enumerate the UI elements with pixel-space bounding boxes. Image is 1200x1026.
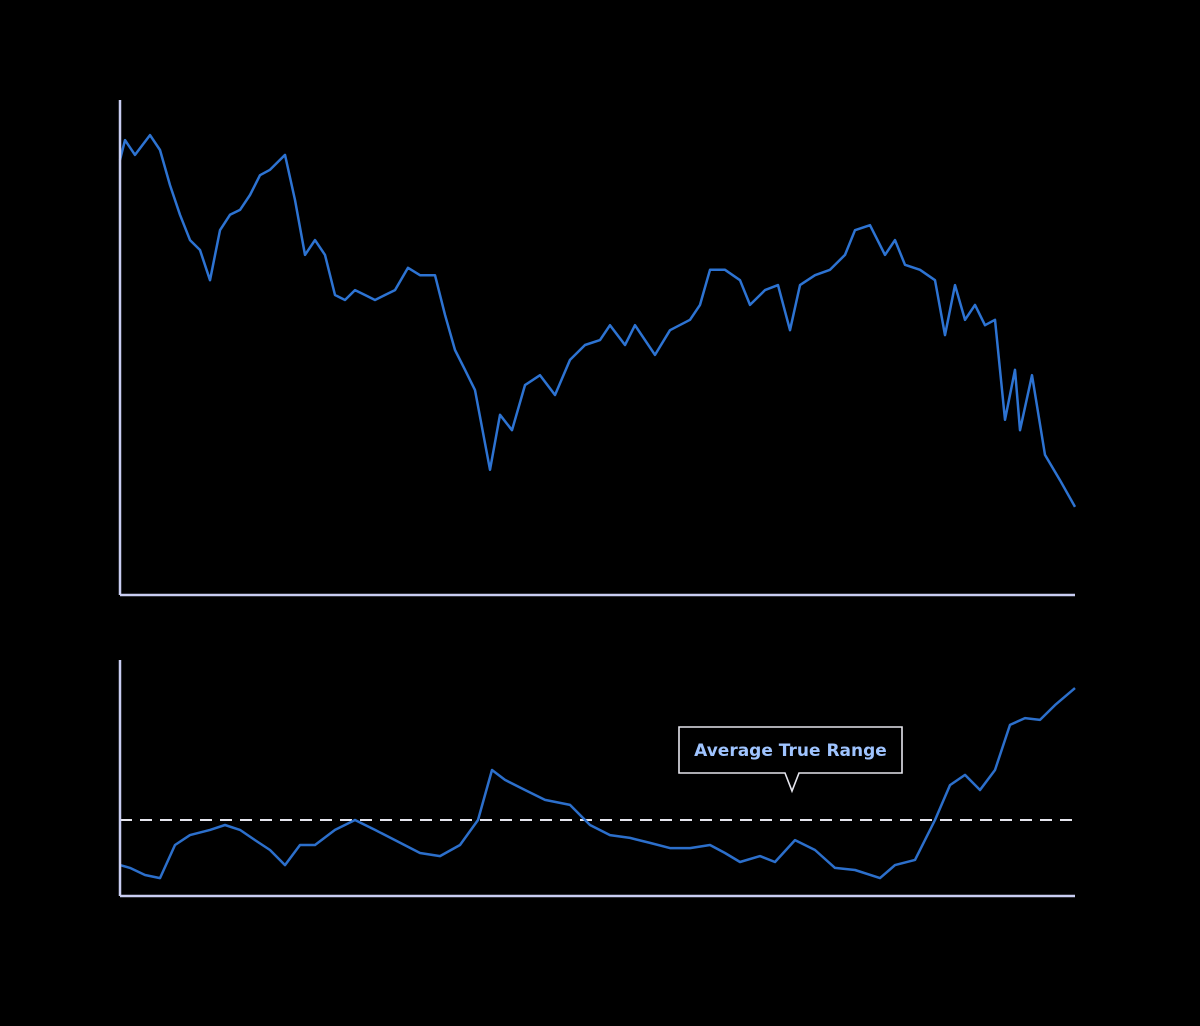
annotation-box	[678, 726, 903, 794]
annotation-text: Average True Range	[694, 741, 887, 761]
data-line	[119, 687, 1076, 880]
data-line	[118, 133, 1077, 508]
